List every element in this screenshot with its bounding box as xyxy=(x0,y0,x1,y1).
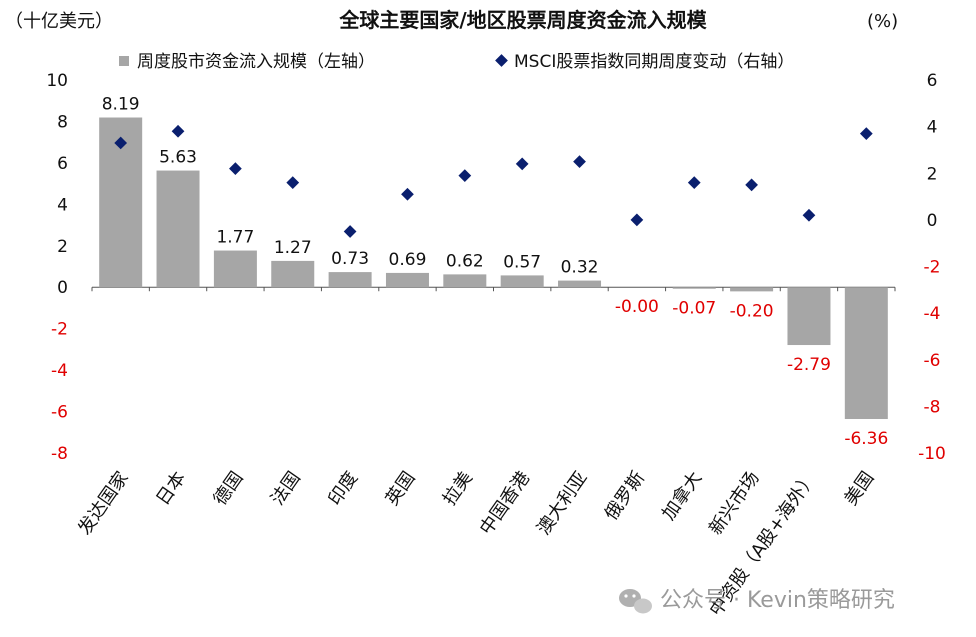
category-label: 美国 xyxy=(841,468,879,510)
legend-dot-swatch xyxy=(495,54,508,67)
bar xyxy=(844,287,888,420)
bar-data-label: 1.27 xyxy=(274,238,312,258)
scatter-point xyxy=(229,162,242,175)
wechat-icon xyxy=(619,589,652,614)
scatter-point xyxy=(630,213,644,227)
bar-data-label: 0.57 xyxy=(503,252,541,272)
right-tick-label: -2 xyxy=(924,258,941,278)
bar-data-label: 0.32 xyxy=(561,258,599,278)
scatter-point xyxy=(286,176,300,189)
bar xyxy=(558,280,602,288)
scatter-series xyxy=(114,124,873,238)
bar-data-label: -0.07 xyxy=(672,299,716,319)
right-axis: 6 4 2 0 -2 -4 -6 -8 -10 xyxy=(918,71,946,464)
category-label: 中国香港 xyxy=(476,468,534,539)
legend-bar-swatch xyxy=(119,56,129,66)
scatter-point xyxy=(802,208,816,222)
category-label: 日本 xyxy=(152,468,190,510)
bar-data-label: 0.73 xyxy=(331,249,369,269)
scatter-point xyxy=(573,155,586,168)
watermark-text: 公众号 · Kevin策略研究 xyxy=(660,588,895,613)
bar xyxy=(672,287,716,289)
left-tick-label: -4 xyxy=(51,361,68,381)
left-tick-label: -6 xyxy=(51,403,68,423)
right-tick-label: -10 xyxy=(918,444,946,464)
bar-data-label: 0.69 xyxy=(389,250,427,270)
bar-data-label: -6.36 xyxy=(844,429,888,449)
scatter-point xyxy=(859,127,873,140)
category-label: 德国 xyxy=(210,468,248,510)
chart-title: 全球主要国家/地区股票周度资金流入规模 xyxy=(338,8,707,32)
bar-data-label: 1.77 xyxy=(216,228,254,248)
left-axis: 10 8 6 4 2 0 -2 -4 -6 -8 xyxy=(46,71,68,464)
category-label: 法国 xyxy=(267,468,305,510)
legend-bar-label: 周度股市资金流入规模（左轴） xyxy=(137,52,375,72)
left-tick-label: 2 xyxy=(57,237,68,257)
left-tick-label: 4 xyxy=(57,195,68,215)
watermark: 公众号 · Kevin策略研究 xyxy=(619,588,895,614)
left-tick-label: 0 xyxy=(57,278,68,298)
right-tick-label: -6 xyxy=(924,351,941,371)
scatter-point xyxy=(343,225,357,238)
legend-dot-label: MSCI股票指数同期周度变动（右轴） xyxy=(514,52,794,72)
bar-data-label: 0.62 xyxy=(446,251,484,271)
bar xyxy=(730,287,774,292)
bar xyxy=(328,272,372,288)
bar xyxy=(787,287,831,346)
right-tick-label: 0 xyxy=(927,211,938,231)
bar xyxy=(271,260,315,288)
right-tick-label: 2 xyxy=(927,164,938,184)
bar-data-label: 8.19 xyxy=(102,95,140,115)
left-tick-label: -8 xyxy=(51,444,68,464)
scatter-point xyxy=(745,178,758,192)
left-tick-label: 8 xyxy=(57,112,68,132)
right-tick-label: -4 xyxy=(924,304,941,324)
category-label: 新兴市场 xyxy=(705,468,763,539)
right-tick-label: 6 xyxy=(927,71,938,91)
category-label: 澳大利亚 xyxy=(533,468,591,539)
scatter-point xyxy=(515,157,529,171)
bar-data-labels: 8.19 5.63 1.77 1.27 0.73 0.69 0.62 0.57 0.32 -0.0… xyxy=(102,95,889,450)
bar xyxy=(156,170,200,288)
bar-data-label: -2.79 xyxy=(787,355,831,375)
category-label: 俄罗斯 xyxy=(601,468,649,524)
bar xyxy=(443,274,487,288)
scatter-point xyxy=(687,176,701,189)
scatter-point xyxy=(171,124,185,138)
category-label: 发达国家 xyxy=(74,468,132,539)
category-label: 英国 xyxy=(382,468,420,510)
right-tick-label: -8 xyxy=(924,397,941,417)
bar xyxy=(385,272,429,288)
right-axis-unit: (%) xyxy=(867,11,898,32)
bar-data-label: -0.00 xyxy=(615,297,659,317)
bar xyxy=(500,275,544,288)
bar-data-label: 5.63 xyxy=(159,148,197,168)
category-label: 印度 xyxy=(324,468,362,510)
left-tick-label: 10 xyxy=(46,71,68,91)
legend: 周度股市资金流入规模（左轴） MSCI股票指数同期周度变动（右轴） xyxy=(119,52,794,72)
category-label: 加拿大 xyxy=(657,467,706,524)
left-axis-unit: （十亿美元） xyxy=(5,11,113,32)
scatter-point xyxy=(458,169,472,182)
left-tick-label: 6 xyxy=(57,154,68,174)
bar-series xyxy=(99,117,888,420)
left-tick-label: -2 xyxy=(51,320,68,340)
scatter-point xyxy=(401,187,414,201)
right-tick-label: 4 xyxy=(927,118,938,138)
category-label: 拉美 xyxy=(439,468,477,510)
bar xyxy=(213,250,257,288)
scatter-point xyxy=(114,136,128,150)
bar-data-label: -0.20 xyxy=(730,301,774,321)
